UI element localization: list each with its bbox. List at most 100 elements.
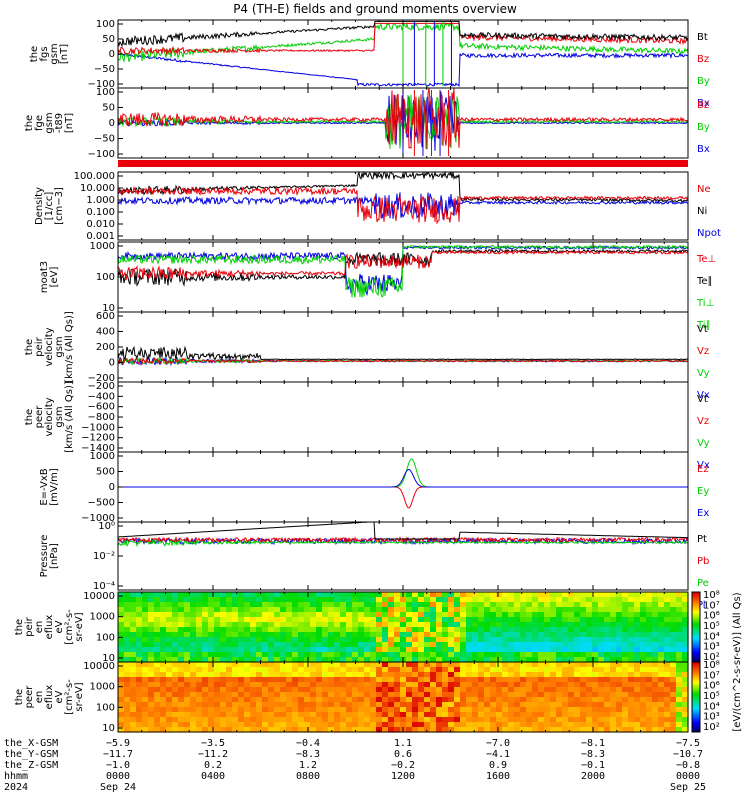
heatmap-cell	[142, 727, 149, 733]
heatmap-cell	[430, 712, 437, 718]
heatmap-cell	[166, 717, 173, 723]
heatmap-cell	[430, 642, 437, 648]
heatmap-cell	[526, 692, 533, 698]
heatmap-cell	[406, 662, 413, 668]
heatmap-cell	[292, 627, 299, 633]
heatmap-cell	[256, 612, 263, 618]
heatmap-cell	[556, 657, 563, 663]
heatmap-cell	[352, 652, 359, 658]
heatmap-cell	[646, 617, 653, 623]
heatmap-cell	[166, 652, 173, 658]
y-tick-label: 1.000	[86, 195, 115, 206]
x-tick-label: 0.9	[489, 760, 507, 771]
heatmap-cell	[424, 717, 431, 723]
heatmap-cell	[346, 677, 353, 683]
heatmap-cell	[604, 662, 611, 668]
heatmap-cell	[304, 707, 311, 713]
heatmap-cell	[490, 622, 497, 628]
heatmap-cell	[478, 627, 485, 633]
heatmap-cell	[256, 617, 263, 623]
heatmap-cell	[184, 707, 191, 713]
colorbar-top-cell	[692, 639, 700, 642]
heatmap-cell	[514, 597, 521, 603]
heatmap-cell	[166, 687, 173, 693]
y-tick-label: −1400	[81, 443, 115, 454]
heatmap-cell	[418, 707, 425, 713]
legend-pi: Pi	[697, 600, 706, 611]
heatmap-cell	[676, 647, 683, 653]
heatmap-cell	[238, 677, 245, 683]
heatmap-cell	[472, 592, 479, 598]
heatmap-cell	[628, 712, 635, 718]
heatmap-cell	[166, 632, 173, 638]
heatmap-cell	[220, 727, 227, 733]
heatmap-cell	[424, 727, 431, 733]
y-axis-label: the	[29, 46, 40, 62]
heatmap-cell	[232, 672, 239, 678]
heatmap-cell	[166, 597, 173, 603]
heatmap-cell	[562, 627, 569, 633]
heatmap-cell	[616, 717, 623, 723]
colorbar-bottom-cell	[692, 679, 700, 682]
heatmap-cell	[250, 637, 257, 643]
heatmap-cell	[172, 692, 179, 698]
heatmap-cell	[508, 627, 515, 633]
heatmap-cell	[316, 612, 323, 618]
heatmap-cell	[262, 662, 269, 668]
heatmap-cell	[124, 647, 131, 653]
heatmap-cell	[496, 652, 503, 658]
heatmap-cell	[310, 632, 317, 638]
heatmap-cell	[472, 662, 479, 668]
heatmap-cell	[130, 667, 137, 673]
heatmap-cell	[400, 682, 407, 688]
heatmap-cell	[220, 672, 227, 678]
heatmap-cell	[196, 632, 203, 638]
heatmap-cell	[502, 702, 509, 708]
heatmap-cell	[172, 707, 179, 713]
heatmap-cell	[286, 592, 293, 598]
heatmap-cell	[256, 602, 263, 608]
heatmap-cell	[544, 607, 551, 613]
heatmap-cell	[412, 702, 419, 708]
heatmap-cell	[502, 717, 509, 723]
heatmap-cell	[166, 662, 173, 668]
heatmap-cell	[388, 627, 395, 633]
heatmap-cell	[418, 637, 425, 643]
heatmap-cell	[148, 682, 155, 688]
heatmap-cell	[394, 597, 401, 603]
heatmap-cell	[520, 627, 527, 633]
heatmap-cell	[622, 617, 629, 623]
heatmap-cell	[214, 682, 221, 688]
heatmap-cell	[520, 657, 527, 663]
heatmap-cell	[400, 607, 407, 613]
heatmap-cell	[526, 667, 533, 673]
heatmap-cell	[520, 677, 527, 683]
heatmap-cell	[658, 702, 665, 708]
heatmap-cell	[532, 592, 539, 598]
heatmap-cell	[592, 717, 599, 723]
heatmap-cell	[370, 607, 377, 613]
heatmap-cell	[676, 687, 683, 693]
heatmap-cell	[316, 617, 323, 623]
heatmap-cell	[430, 662, 437, 668]
heatmap-cell	[562, 682, 569, 688]
heatmap-cell	[454, 607, 461, 613]
heatmap-cell	[514, 687, 521, 693]
y-axis-label: gsm	[54, 406, 65, 427]
heatmap-cell	[466, 617, 473, 623]
heatmap-cell	[352, 647, 359, 653]
heatmap-cell	[208, 622, 215, 628]
heatmap-cell	[436, 662, 443, 668]
heatmap-cell	[124, 717, 131, 723]
heatmap-cell	[646, 717, 653, 723]
heatmap-cell	[520, 702, 527, 708]
heatmap-cell	[550, 607, 557, 613]
heatmap-cell	[406, 632, 413, 638]
heatmap-cell	[364, 657, 371, 663]
heatmap-cell	[202, 597, 209, 603]
heatmap-cell	[514, 652, 521, 658]
heatmap-cell	[364, 637, 371, 643]
heatmap-cell	[670, 597, 677, 603]
heatmap-cell	[286, 687, 293, 693]
heatmap-cell	[370, 692, 377, 698]
